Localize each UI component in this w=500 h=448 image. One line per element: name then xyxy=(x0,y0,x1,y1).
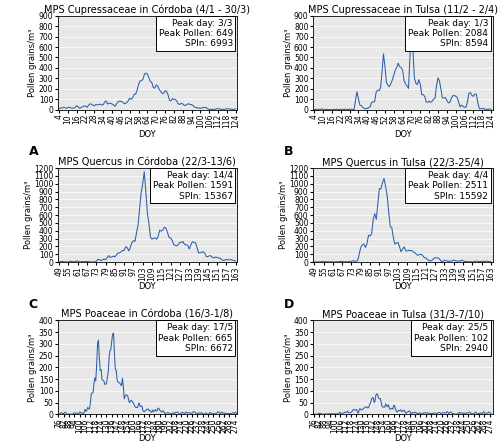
Title: MPS Cupressaceae in Tulsa (11/2 - 2/4): MPS Cupressaceae in Tulsa (11/2 - 2/4) xyxy=(308,5,498,15)
X-axis label: DOY: DOY xyxy=(138,435,156,444)
Title: MPS Quercus in Córdoba (22/3-13/6): MPS Quercus in Córdoba (22/3-13/6) xyxy=(58,157,236,167)
Title: MPS Poaceae in Tulsa (31/3-7/10): MPS Poaceae in Tulsa (31/3-7/10) xyxy=(322,310,484,319)
Text: Peak day: 3/3
Peak Pollen: 649
SPIn: 6993: Peak day: 3/3 Peak Pollen: 649 SPIn: 699… xyxy=(158,18,233,48)
Title: MPS Cupressaceae in Córdoba (4/1 - 30/3): MPS Cupressaceae in Córdoba (4/1 - 30/3) xyxy=(44,4,251,15)
Text: Peak day: 17/5
Peak Pollen: 665
SPIn: 6672: Peak day: 17/5 Peak Pollen: 665 SPIn: 66… xyxy=(158,323,233,353)
Text: Peak day: 1/3
Peak Pollen: 2084
SPIn: 8594: Peak day: 1/3 Peak Pollen: 2084 SPIn: 85… xyxy=(408,18,488,48)
X-axis label: DOY: DOY xyxy=(138,130,156,139)
Y-axis label: Pollen grains/m³: Pollen grains/m³ xyxy=(28,29,38,97)
Title: MPS Poaceae in Córdoba (16/3-1/8): MPS Poaceae in Córdoba (16/3-1/8) xyxy=(62,310,234,319)
Title: MPS Quercus in Tulsa (22/3-25/4): MPS Quercus in Tulsa (22/3-25/4) xyxy=(322,157,484,167)
Y-axis label: Pollen grains/m³: Pollen grains/m³ xyxy=(279,181,288,249)
Text: B: B xyxy=(284,146,294,159)
Y-axis label: Pollen grains/m³: Pollen grains/m³ xyxy=(24,181,32,249)
Text: Peak day: 25/5
Peak Pollen: 102
SPIn: 2940: Peak day: 25/5 Peak Pollen: 102 SPIn: 29… xyxy=(414,323,488,353)
Y-axis label: Pollen grains/m³: Pollen grains/m³ xyxy=(28,333,38,401)
X-axis label: DOY: DOY xyxy=(394,130,411,139)
Y-axis label: Pollen grains/m³: Pollen grains/m³ xyxy=(284,29,292,97)
X-axis label: DOY: DOY xyxy=(138,282,156,291)
X-axis label: DOY: DOY xyxy=(394,282,411,291)
Y-axis label: Pollen grains/m³: Pollen grains/m³ xyxy=(284,333,292,401)
Text: Peak day: 14/4
Peak Pollen: 1591
SPIn: 15367: Peak day: 14/4 Peak Pollen: 1591 SPIn: 1… xyxy=(152,171,233,201)
Text: D: D xyxy=(284,298,294,311)
Text: C: C xyxy=(28,298,38,311)
Text: A: A xyxy=(28,146,38,159)
X-axis label: DOY: DOY xyxy=(394,435,411,444)
Text: Peak day: 4/4
Peak Pollen: 2511
SPIn: 15592: Peak day: 4/4 Peak Pollen: 2511 SPIn: 15… xyxy=(408,171,488,201)
